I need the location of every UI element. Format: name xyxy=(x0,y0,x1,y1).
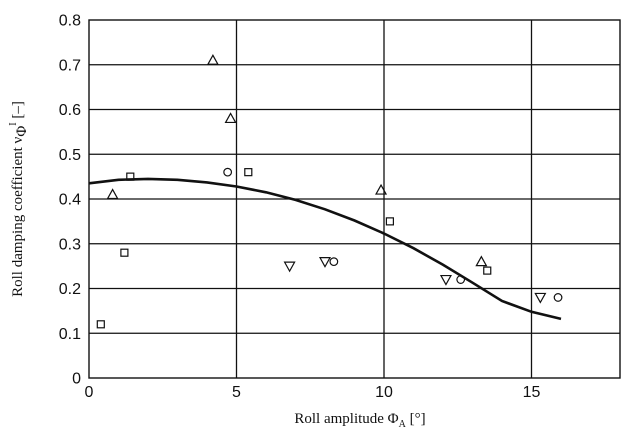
marker-square-4 xyxy=(385,217,394,226)
marker-triangle-down-2 xyxy=(439,274,452,286)
marker-square-0 xyxy=(96,320,105,329)
marker-triangle-up-0 xyxy=(106,188,119,200)
x-tick-label-0: 0 xyxy=(85,384,94,401)
marker-triangle-down-0 xyxy=(283,261,296,273)
x-tick-label-1: 5 xyxy=(232,384,241,401)
marker-triangle-down-3 xyxy=(534,292,547,304)
y-tick-label-2: 0.2 xyxy=(59,281,81,298)
marker-square-5 xyxy=(483,266,492,275)
fit-curve-group xyxy=(88,177,562,321)
marker-square-1 xyxy=(120,248,129,257)
x-axis-label: Roll amplitude ΦA [°] xyxy=(294,411,425,429)
y-tick-label-1: 0.1 xyxy=(59,326,81,343)
data-markers xyxy=(96,54,563,329)
marker-square-2 xyxy=(126,172,135,181)
plot-frame xyxy=(88,19,621,379)
y-tick-label-5: 0.5 xyxy=(59,147,81,164)
marker-circle-0 xyxy=(223,167,233,177)
y-tick-label-7: 0.7 xyxy=(59,57,81,74)
y-axis-label: Roll damping coefficient νΦI [–] xyxy=(8,101,30,297)
y-tick-label-4: 0.4 xyxy=(59,192,81,209)
marker-triangle-up-4 xyxy=(475,255,488,267)
marker-circle-2 xyxy=(456,275,466,284)
marker-circle-1 xyxy=(329,257,339,267)
y-tick-label-8: 0.8 xyxy=(59,13,81,30)
x-tick-label-3: 15 xyxy=(523,384,541,401)
y-tick-label-6: 0.6 xyxy=(59,102,81,119)
y-tick-label-3: 0.3 xyxy=(59,236,81,253)
marker-triangle-up-1 xyxy=(206,54,219,65)
marker-square-3 xyxy=(244,168,253,177)
fit-curve xyxy=(88,177,562,321)
marker-triangle-up-2 xyxy=(224,112,237,124)
y-tick-label-0: 0 xyxy=(72,371,81,388)
grid-lines xyxy=(89,20,620,378)
marker-triangle-up-3 xyxy=(375,183,388,195)
x-tick-label-2: 10 xyxy=(375,384,393,401)
tick-labels: 0 0.1 0.2 0.3 0.4 0.5 0.6 0.7 0.8 0 5 10 15 xyxy=(59,13,541,402)
marker-circle-3 xyxy=(553,293,563,302)
marker-triangle-down-1 xyxy=(318,257,332,268)
